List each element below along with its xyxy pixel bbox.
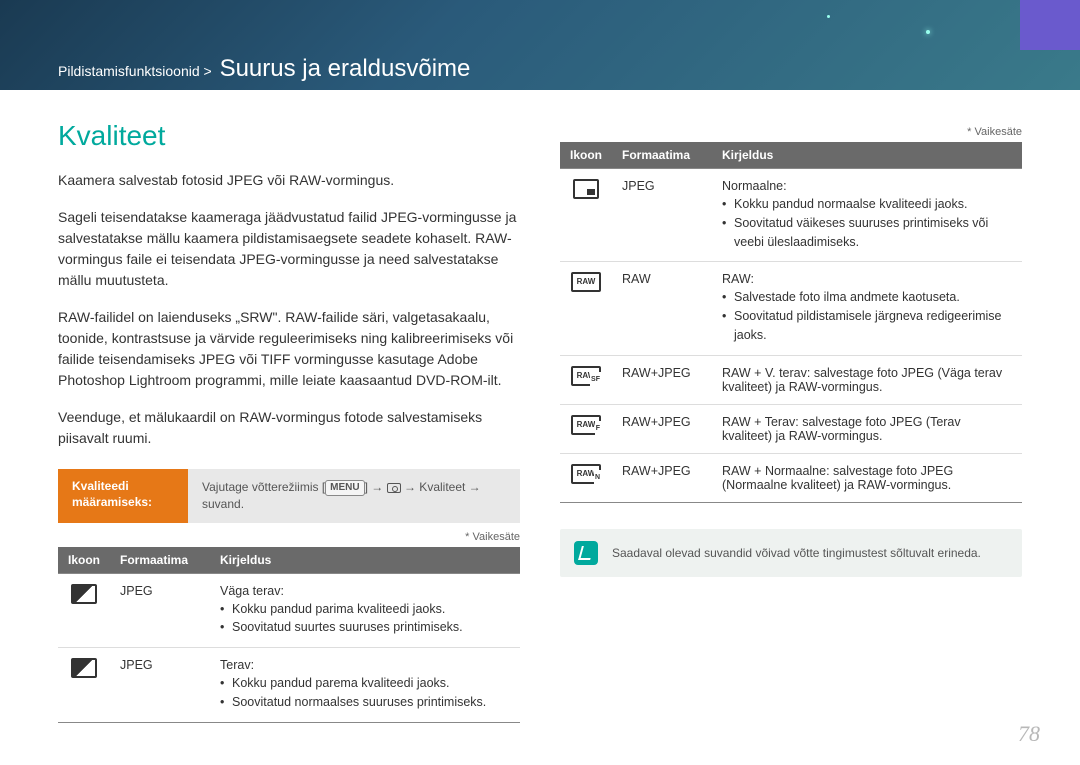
instruction-label: Kvaliteedi määramiseks: bbox=[58, 469, 188, 523]
table-row: JPEG Väga terav: Kokku pandud parima kva… bbox=[58, 573, 520, 648]
desc-heading: RAW: bbox=[722, 272, 1012, 286]
desc-heading: Väga terav: bbox=[220, 584, 510, 598]
instruction-text: Vajutage võtterežiimis [ bbox=[202, 480, 325, 494]
note-text: Saadaval olevad suvandid võivad võtte ti… bbox=[612, 546, 981, 560]
instruction-label-line: määramiseks: bbox=[72, 495, 152, 509]
desc-heading: RAW + Normaalne: bbox=[722, 464, 833, 478]
quality-normal-icon bbox=[573, 179, 599, 199]
format-cell: RAW+JPEG bbox=[612, 453, 712, 502]
description-cell: Väga terav: Kokku pandud parima kvalitee… bbox=[210, 573, 520, 648]
format-cell: JPEG bbox=[110, 648, 210, 723]
table-header-format: Formaatima bbox=[110, 547, 210, 574]
desc-bullet: Soovitatud normaalses suuruses printimis… bbox=[220, 693, 510, 712]
desc-heading: RAW + V. terav: bbox=[722, 366, 814, 380]
table-row: JPEG Normaalne: Kokku pandud normaalse k… bbox=[560, 169, 1022, 262]
page-number: 78 bbox=[1018, 721, 1040, 747]
note-box: Saadaval olevad suvandid võivad võtte ti… bbox=[560, 529, 1022, 577]
description-cell: RAW + Terav: salvestage foto JPEG (Terav… bbox=[712, 404, 1022, 453]
format-cell: RAW+JPEG bbox=[612, 355, 712, 404]
desc-heading: Terav: bbox=[220, 658, 510, 672]
right-column: * Vaikesäte Ikoon Formaatima Kirjeldus J… bbox=[560, 120, 1022, 723]
table-row: RAW RAW RAW: Salvestade foto ilma andmet… bbox=[560, 262, 1022, 355]
table-header-description: Kirjeldus bbox=[210, 547, 520, 574]
instruction-text: ] → bbox=[365, 480, 387, 494]
breadcrumb: Pildistamisfunktsioonid > Suurus ja eral… bbox=[58, 55, 470, 83]
page-header-banner: Pildistamisfunktsioonid > Suurus ja eral… bbox=[0, 0, 1080, 90]
instruction-body: Vajutage võtterežiimis [MENU] → → Kvalit… bbox=[188, 469, 520, 523]
description-cell: RAW: Salvestade foto ilma andmete kaotus… bbox=[712, 262, 1022, 355]
desc-heading: RAW + Terav: bbox=[722, 415, 802, 429]
body-paragraph: Veenduge, et mälukaardil on RAW-vormingu… bbox=[58, 407, 520, 449]
body-paragraph: RAW-failidel on laienduseks „SRW". RAW-f… bbox=[58, 307, 520, 391]
desc-bullet: Soovitatud suurtes suuruses printimiseks… bbox=[220, 618, 510, 637]
raw-n-icon: RAWN bbox=[571, 464, 601, 484]
breadcrumb-title: Suurus ja eraldusvõime bbox=[220, 55, 471, 82]
table-header-description: Kirjeldus bbox=[712, 142, 1022, 169]
decorative-sparkle bbox=[926, 30, 930, 34]
format-cell: RAW bbox=[612, 262, 712, 355]
description-cell: RAW + V. terav: salvestage foto JPEG (Vä… bbox=[712, 355, 1022, 404]
table-header-icon: Ikoon bbox=[58, 547, 110, 574]
description-cell: RAW + Normaalne: salvestage foto JPEG (N… bbox=[712, 453, 1022, 502]
instruction-box: Kvaliteedi määramiseks: Vajutage võttere… bbox=[58, 469, 520, 523]
instruction-label-line: Kvaliteedi bbox=[72, 479, 129, 493]
default-setting-note: * Vaikesäte bbox=[58, 531, 520, 543]
table-row: RAWF RAW+JPEG RAW + Terav: salvestage fo… bbox=[560, 404, 1022, 453]
note-icon bbox=[574, 541, 598, 565]
format-cell: RAW+JPEG bbox=[612, 404, 712, 453]
table-header-icon: Ikoon bbox=[560, 142, 612, 169]
intro-paragraph: Kaamera salvestab fotosid JPEG või RAW-v… bbox=[58, 170, 520, 191]
left-column: Kvaliteet Kaamera salvestab fotosid JPEG… bbox=[58, 120, 520, 723]
quality-fine-icon bbox=[71, 658, 97, 678]
quality-superfine-icon bbox=[71, 584, 97, 604]
desc-bullet: Kokku pandud parema kvaliteedi jaoks. bbox=[220, 674, 510, 693]
format-cell: JPEG bbox=[612, 169, 712, 262]
table-row: RAWN RAW+JPEG RAW + Normaalne: salvestag… bbox=[560, 453, 1022, 502]
description-cell: Terav: Kokku pandud parema kvaliteedi ja… bbox=[210, 648, 520, 723]
table-row: JPEG Terav: Kokku pandud parema kvalitee… bbox=[58, 648, 520, 723]
desc-bullet: Soovitatud väikeses suuruses printimisek… bbox=[722, 214, 1012, 252]
desc-heading: Normaalne: bbox=[722, 179, 1012, 193]
description-cell: Normaalne: Kokku pandud normaalse kvalit… bbox=[712, 169, 1022, 262]
raw-icon: RAW bbox=[571, 272, 601, 292]
desc-bullet: Kokku pandud normaalse kvaliteedi jaoks. bbox=[722, 195, 1012, 214]
quality-table-right: Ikoon Formaatima Kirjeldus JPEG Normaaln… bbox=[560, 142, 1022, 503]
camera-icon bbox=[387, 483, 401, 493]
default-setting-note: * Vaikesäte bbox=[560, 126, 1022, 138]
page-content: Kvaliteet Kaamera salvestab fotosid JPEG… bbox=[58, 120, 1022, 723]
breadcrumb-prefix: Pildistamisfunktsioonid > bbox=[58, 63, 212, 79]
quality-table-left: Ikoon Formaatima Kirjeldus JPEG Väga ter… bbox=[58, 547, 520, 723]
format-cell: JPEG bbox=[110, 573, 210, 648]
raw-sf-icon: RAWSF bbox=[571, 366, 601, 386]
desc-bullet: Soovitatud pildistamisele järgneva redig… bbox=[722, 307, 1012, 345]
table-header-format: Formaatima bbox=[612, 142, 712, 169]
desc-bullet: Salvestade foto ilma andmete kaotuseta. bbox=[722, 288, 1012, 307]
desc-bullet: Kokku pandud parima kvaliteedi jaoks. bbox=[220, 600, 510, 619]
menu-button-icon: MENU bbox=[325, 480, 364, 496]
table-row: RAWSF RAW+JPEG RAW + V. terav: salvestag… bbox=[560, 355, 1022, 404]
section-title: Kvaliteet bbox=[58, 120, 520, 152]
body-paragraph: Sageli teisendatakse kaameraga jäädvusta… bbox=[58, 207, 520, 291]
raw-f-icon: RAWF bbox=[571, 415, 601, 435]
decorative-sparkle bbox=[827, 15, 830, 18]
